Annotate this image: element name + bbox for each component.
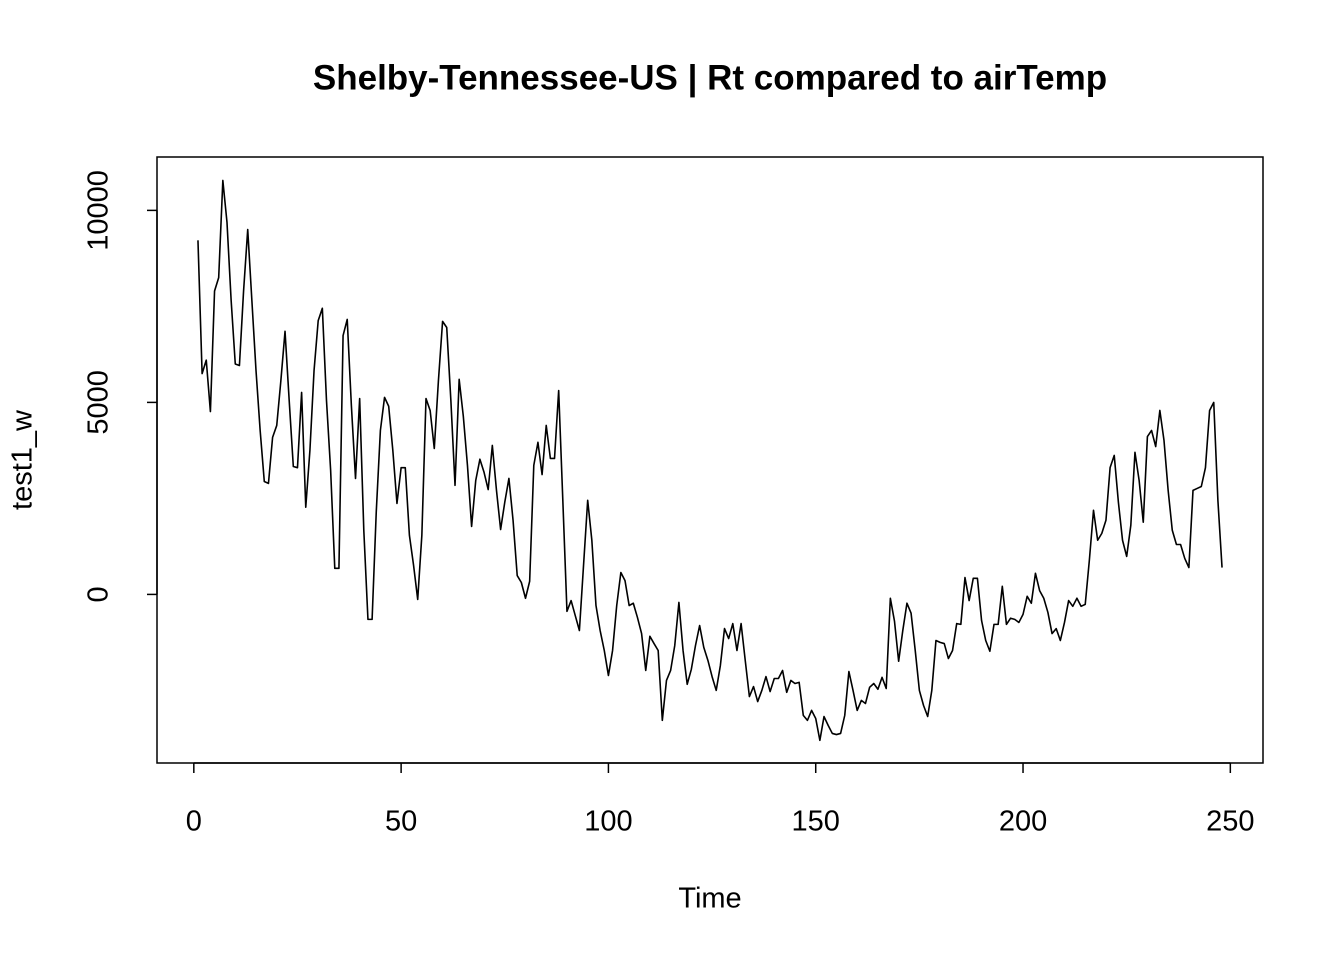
x-tick-label: 100 [584, 806, 632, 838]
x-tick-label: 250 [1206, 806, 1254, 838]
data-line [197, 179, 1223, 742]
y-tick-label: 5000 [83, 370, 115, 435]
x-tick-label: 200 [999, 806, 1047, 838]
x-tick-label: 150 [792, 806, 840, 838]
chart-title: Shelby-Tennessee-US | Rt compared to air… [313, 58, 1107, 97]
y-tick-label: 10000 [83, 170, 115, 251]
plot-frame [156, 156, 1264, 764]
x-tick-label: 0 [186, 806, 202, 838]
x-tick-label: 50 [385, 806, 417, 838]
y-tick-label: 0 [83, 586, 115, 602]
x-axis-label: Time [678, 883, 741, 915]
y-axis-label: test1_w [7, 409, 39, 510]
